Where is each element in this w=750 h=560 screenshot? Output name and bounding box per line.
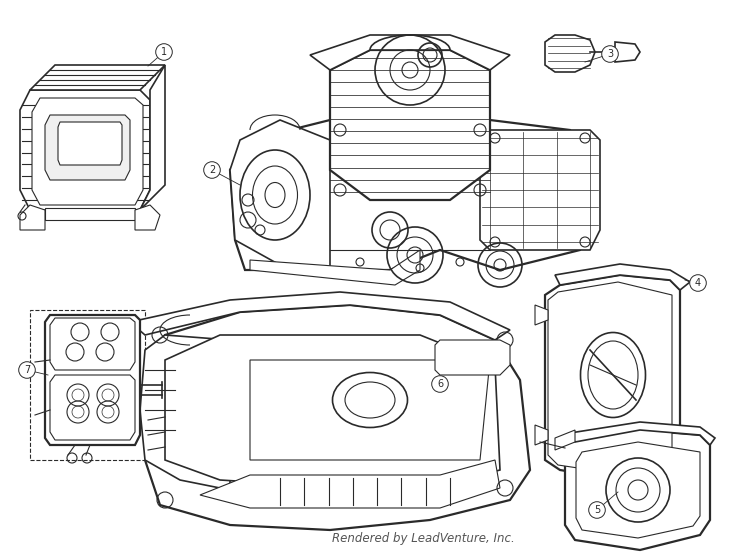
Polygon shape	[20, 205, 45, 230]
Text: 3: 3	[607, 49, 613, 59]
Polygon shape	[200, 460, 500, 508]
Polygon shape	[58, 122, 122, 165]
Polygon shape	[250, 360, 490, 460]
Polygon shape	[30, 310, 145, 460]
Circle shape	[156, 44, 172, 60]
Polygon shape	[250, 250, 420, 285]
Polygon shape	[480, 130, 600, 250]
Ellipse shape	[580, 333, 646, 418]
Polygon shape	[165, 335, 500, 492]
Polygon shape	[545, 35, 595, 72]
Polygon shape	[435, 340, 510, 375]
Polygon shape	[535, 425, 548, 445]
Polygon shape	[32, 98, 143, 205]
Polygon shape	[548, 282, 672, 474]
Polygon shape	[45, 315, 140, 445]
Ellipse shape	[240, 150, 310, 240]
Polygon shape	[230, 110, 590, 270]
Polygon shape	[555, 264, 690, 290]
Polygon shape	[576, 442, 700, 538]
Polygon shape	[45, 208, 135, 220]
Polygon shape	[310, 35, 510, 70]
Polygon shape	[30, 65, 165, 90]
Polygon shape	[20, 90, 150, 210]
Circle shape	[602, 46, 618, 62]
Text: LEADVENTURE: LEADVENTURE	[220, 313, 470, 342]
Polygon shape	[615, 42, 640, 62]
Circle shape	[204, 162, 220, 178]
Text: 6: 6	[437, 379, 443, 389]
Polygon shape	[570, 422, 715, 445]
Text: 7: 7	[24, 365, 30, 375]
Polygon shape	[50, 375, 135, 440]
Text: Rendered by LeadVenture, Inc.: Rendered by LeadVenture, Inc.	[332, 532, 515, 545]
Circle shape	[432, 376, 448, 393]
Circle shape	[589, 502, 605, 519]
Text: 1: 1	[161, 47, 167, 57]
Polygon shape	[330, 50, 490, 200]
Polygon shape	[555, 430, 575, 450]
Polygon shape	[130, 292, 510, 340]
Polygon shape	[535, 305, 548, 325]
Circle shape	[690, 275, 706, 291]
Polygon shape	[565, 430, 710, 550]
Polygon shape	[140, 335, 230, 490]
Polygon shape	[140, 305, 530, 530]
Ellipse shape	[265, 183, 285, 208]
Polygon shape	[50, 318, 135, 370]
Polygon shape	[45, 115, 130, 180]
Text: 5: 5	[594, 505, 600, 515]
Polygon shape	[230, 120, 330, 270]
Ellipse shape	[332, 372, 407, 427]
Ellipse shape	[253, 166, 298, 224]
Polygon shape	[135, 205, 160, 230]
Text: 4: 4	[695, 278, 701, 288]
Circle shape	[19, 362, 35, 379]
Polygon shape	[545, 275, 680, 480]
Ellipse shape	[345, 382, 395, 418]
Text: 2: 2	[209, 165, 215, 175]
Polygon shape	[140, 65, 165, 210]
Ellipse shape	[588, 341, 638, 409]
